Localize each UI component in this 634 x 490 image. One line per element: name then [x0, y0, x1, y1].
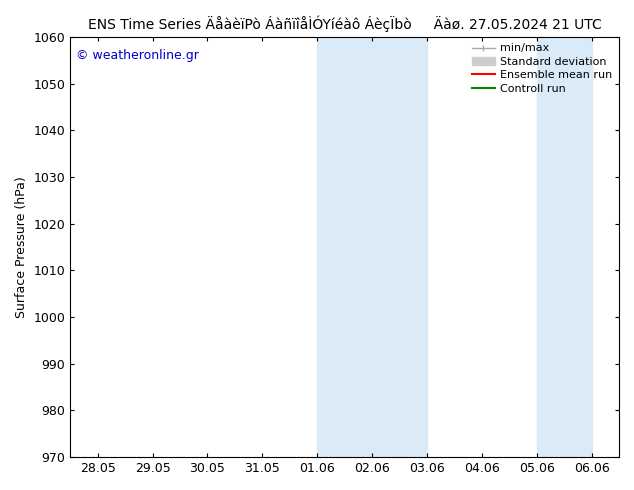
Bar	[372, 37, 427, 457]
Title: ENS Time Series ÄåàèïPò ÁàñïîåÌÓYíéàô ÁèçÏbò     Äàø. 27.05.2024 21 UTC: ENS Time Series ÄåàèïPò ÁàñïîåÌÓYíéàô Áè…	[87, 15, 602, 31]
Y-axis label: Surface Pressure (hPa): Surface Pressure (hPa)	[15, 176, 28, 318]
Legend: min/max, Standard deviation, Ensemble mean run, Controll run: min/max, Standard deviation, Ensemble me…	[468, 39, 617, 98]
Bar	[317, 37, 372, 457]
Text: © weatheronline.gr: © weatheronline.gr	[76, 49, 198, 62]
Bar	[537, 37, 592, 457]
